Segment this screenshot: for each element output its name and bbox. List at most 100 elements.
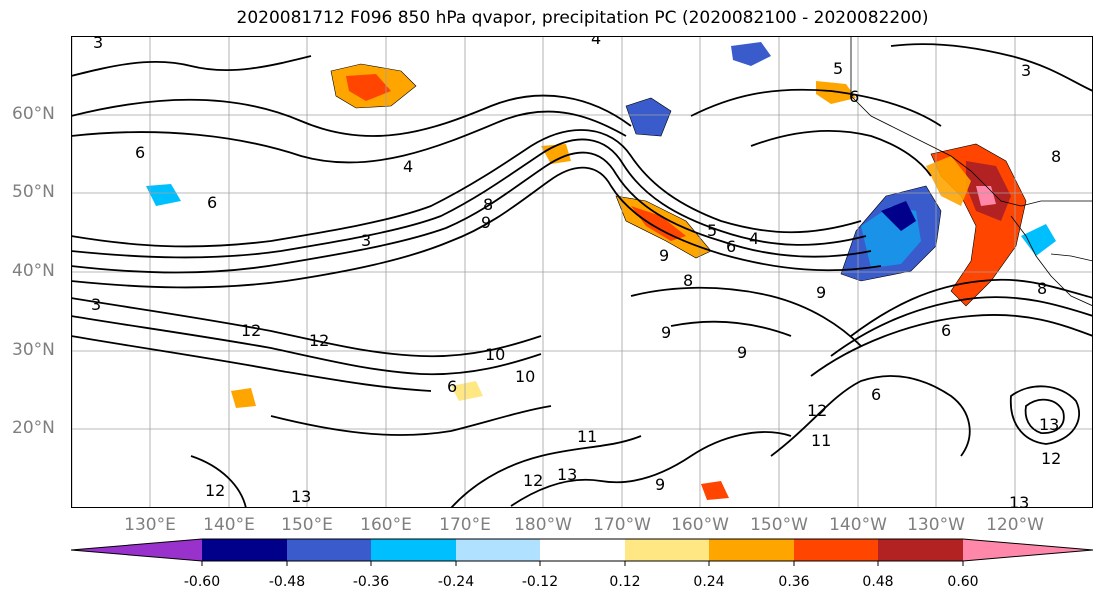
contour-label: 12 bbox=[309, 331, 329, 350]
colorbar-tick-label: -0.12 bbox=[521, 574, 559, 590]
map-plot: 3 4 3 5 6 6 8 3 4 6 9 8 6 4 5 6 3 9 8 9 … bbox=[70, 29, 1094, 512]
colorbar-tick-label: 0.36 bbox=[778, 574, 810, 590]
contour-label: 4 bbox=[749, 229, 759, 248]
contour-label: 8 bbox=[483, 195, 493, 214]
contour-label: 5 bbox=[833, 59, 843, 78]
contour-label: 6 bbox=[871, 385, 881, 404]
map-panel: 3 4 3 5 6 6 8 3 4 6 9 8 6 4 5 6 3 9 8 9 … bbox=[70, 29, 1094, 512]
contour-label: 12 bbox=[1041, 449, 1061, 468]
map-border bbox=[71, 36, 1093, 508]
shade-positive bbox=[701, 481, 729, 500]
contour-label: 9 bbox=[655, 475, 665, 494]
contour-label: 6 bbox=[135, 143, 145, 162]
contour-label: 5 bbox=[707, 221, 717, 240]
shade-negative bbox=[625, 97, 672, 137]
lat-label-30n: 30°N bbox=[12, 340, 55, 360]
shade-negative bbox=[146, 184, 181, 206]
contour-label: 12 bbox=[807, 401, 827, 420]
shade-positive bbox=[231, 388, 256, 408]
lon-label: 160°E bbox=[360, 515, 412, 535]
lon-label: 150°W bbox=[750, 515, 808, 535]
colorbar-segments bbox=[70, 538, 1094, 566]
contour-label: 9 bbox=[737, 343, 747, 362]
contour-label: 12 bbox=[205, 481, 225, 500]
contour-label: 4 bbox=[591, 36, 601, 48]
colorbar-tick-label: -0.24 bbox=[437, 574, 475, 590]
contour-label: 12 bbox=[241, 321, 261, 340]
lon-label: 170°E bbox=[439, 515, 491, 535]
lon-label: 140°W bbox=[829, 515, 887, 535]
colorbar-extend-max bbox=[963, 539, 1093, 561]
contour-label: 6 bbox=[447, 377, 457, 396]
lat-label-40n: 40°N bbox=[12, 261, 55, 281]
contour-label: 11 bbox=[577, 427, 597, 446]
contour-label: 6 bbox=[726, 237, 736, 256]
contour-label: 8 bbox=[1037, 279, 1047, 298]
shade-positive bbox=[346, 74, 391, 101]
lon-label: 170°W bbox=[593, 515, 651, 535]
contour-label: 11 bbox=[811, 431, 831, 450]
contour-label: 13 bbox=[557, 465, 577, 484]
map-title: 2020081712 F096 850 hPa qvapor, precipit… bbox=[236, 8, 929, 28]
contour-label: 12 bbox=[523, 471, 543, 490]
colorbar-segment bbox=[878, 539, 963, 561]
contour-label: 6 bbox=[207, 193, 217, 212]
contour-label: 10 bbox=[485, 345, 505, 364]
contour-lines bbox=[70, 43, 1094, 509]
graticule bbox=[71, 36, 1093, 508]
contour-label: 13 bbox=[291, 487, 311, 506]
contour-label: 3 bbox=[93, 36, 103, 52]
contour-label: 9 bbox=[659, 246, 669, 265]
contour-label: 9 bbox=[481, 213, 491, 232]
colorbar-tick-label: -0.60 bbox=[183, 574, 221, 590]
colorbar-tick-label: -0.48 bbox=[268, 574, 306, 590]
contour-label: 6 bbox=[941, 321, 951, 340]
contour-label: 9 bbox=[816, 283, 826, 302]
colorbar-segment bbox=[794, 539, 878, 561]
contour-label: 3 bbox=[91, 295, 101, 314]
shade-positive bbox=[926, 156, 971, 206]
contour-label: 9 bbox=[661, 323, 671, 342]
contour-label: 10 bbox=[515, 367, 535, 386]
lat-label-20n: 20°N bbox=[12, 418, 55, 438]
lon-label: 180°W bbox=[514, 515, 572, 535]
lon-label: 150°E bbox=[281, 515, 333, 535]
lat-label-50n: 50°N bbox=[12, 182, 55, 202]
lon-label: 160°W bbox=[671, 515, 729, 535]
lat-label-60n: 60°N bbox=[12, 104, 55, 124]
contour-label: 4 bbox=[403, 157, 413, 176]
colorbar-tick-label: -0.36 bbox=[352, 574, 390, 590]
colorbar-segment bbox=[371, 539, 456, 561]
colorbar-tick-label: 0.24 bbox=[693, 574, 725, 590]
colorbar-tick-label: 0.12 bbox=[609, 574, 641, 590]
colorbar-segment bbox=[202, 539, 287, 561]
colorbar-tick-label: 0.48 bbox=[862, 574, 894, 590]
contour-label: 8 bbox=[683, 271, 693, 290]
contour-label: 8 bbox=[1051, 147, 1061, 166]
lon-label: 130°E bbox=[124, 515, 176, 535]
contour-label: 3 bbox=[1021, 61, 1031, 80]
contour-label: 3 bbox=[361, 231, 371, 250]
colorbar-segment bbox=[287, 539, 371, 561]
colorbar bbox=[70, 538, 1094, 566]
contour-label: 13 bbox=[1039, 415, 1059, 434]
lon-label: 130°W bbox=[907, 515, 965, 535]
shade-negative bbox=[881, 201, 916, 231]
colorbar-segment bbox=[456, 539, 540, 561]
coastlines bbox=[850, 36, 1094, 307]
contour-label: 6 bbox=[849, 87, 859, 106]
shade-positive bbox=[631, 206, 686, 241]
shade-negative bbox=[731, 42, 771, 66]
colorbar-extend-min bbox=[71, 539, 202, 561]
contour-label: 13 bbox=[1009, 493, 1029, 508]
colorbar-segment bbox=[709, 539, 794, 561]
colorbar-tick-label: 0.60 bbox=[947, 574, 979, 590]
contour-label-layer: 3 4 3 5 6 6 8 3 4 6 9 8 6 4 5 6 3 9 8 9 … bbox=[91, 29, 1061, 512]
lon-label: 120°W bbox=[986, 515, 1044, 535]
shade-negative bbox=[1021, 224, 1056, 256]
colorbar-segment bbox=[625, 539, 709, 561]
shading-layer bbox=[146, 42, 1056, 500]
colorbar-segment bbox=[540, 539, 625, 561]
shade-positive bbox=[451, 381, 483, 401]
lon-label: 140°E bbox=[203, 515, 255, 535]
